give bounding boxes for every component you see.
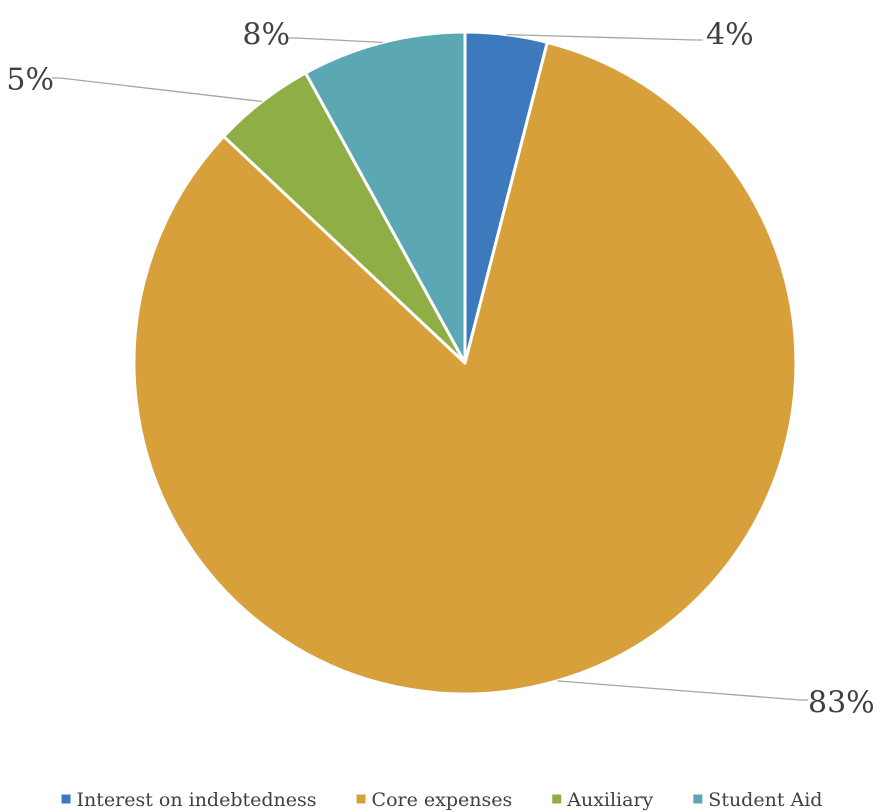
- leader-line-interest-on-indebtedness: [506, 33, 703, 41]
- data-label-interest-on-indebtedness: 4%: [706, 18, 754, 53]
- leader-lines: [52, 33, 808, 701]
- leader-line-student-aid: [288, 37, 383, 44]
- legend-label-auxiliary: Auxiliary: [566, 789, 653, 811]
- legend-label-interest-on-indebtedness: Interest on indebtedness: [77, 789, 317, 811]
- data-label-auxiliary: 5%: [6, 63, 54, 98]
- legend-item-student-aid: Student Aid: [693, 789, 822, 811]
- legend-label-student-aid: Student Aid: [708, 789, 822, 811]
- data-labels: 4% 83% 5% 8%: [6, 18, 874, 721]
- legend-swatch-core-expenses: [356, 794, 366, 804]
- legend-item-core-expenses: Core expenses: [356, 789, 513, 811]
- legend-swatch-student-aid: [693, 794, 703, 804]
- legend-swatch-interest-on-indebtedness: [61, 794, 71, 804]
- pie-slice-student-aid: [304, 30, 467, 365]
- legend-item-auxiliary: Auxiliary: [552, 789, 654, 811]
- legend-swatch-auxiliary: [552, 794, 562, 804]
- legend: Interest on indebtedness Core expenses Aux…: [61, 789, 822, 811]
- data-label-core-expenses: 83%: [808, 686, 875, 721]
- legend-label-core-expenses: Core expenses: [372, 789, 513, 811]
- data-label-student-aid: 8%: [242, 18, 290, 53]
- leader-line-auxiliary: [52, 77, 263, 103]
- pie-slices: [132, 30, 798, 696]
- leader-line-core-expenses: [557, 680, 808, 701]
- legend-item-interest-on-indebtedness: Interest on indebtedness: [61, 789, 317, 811]
